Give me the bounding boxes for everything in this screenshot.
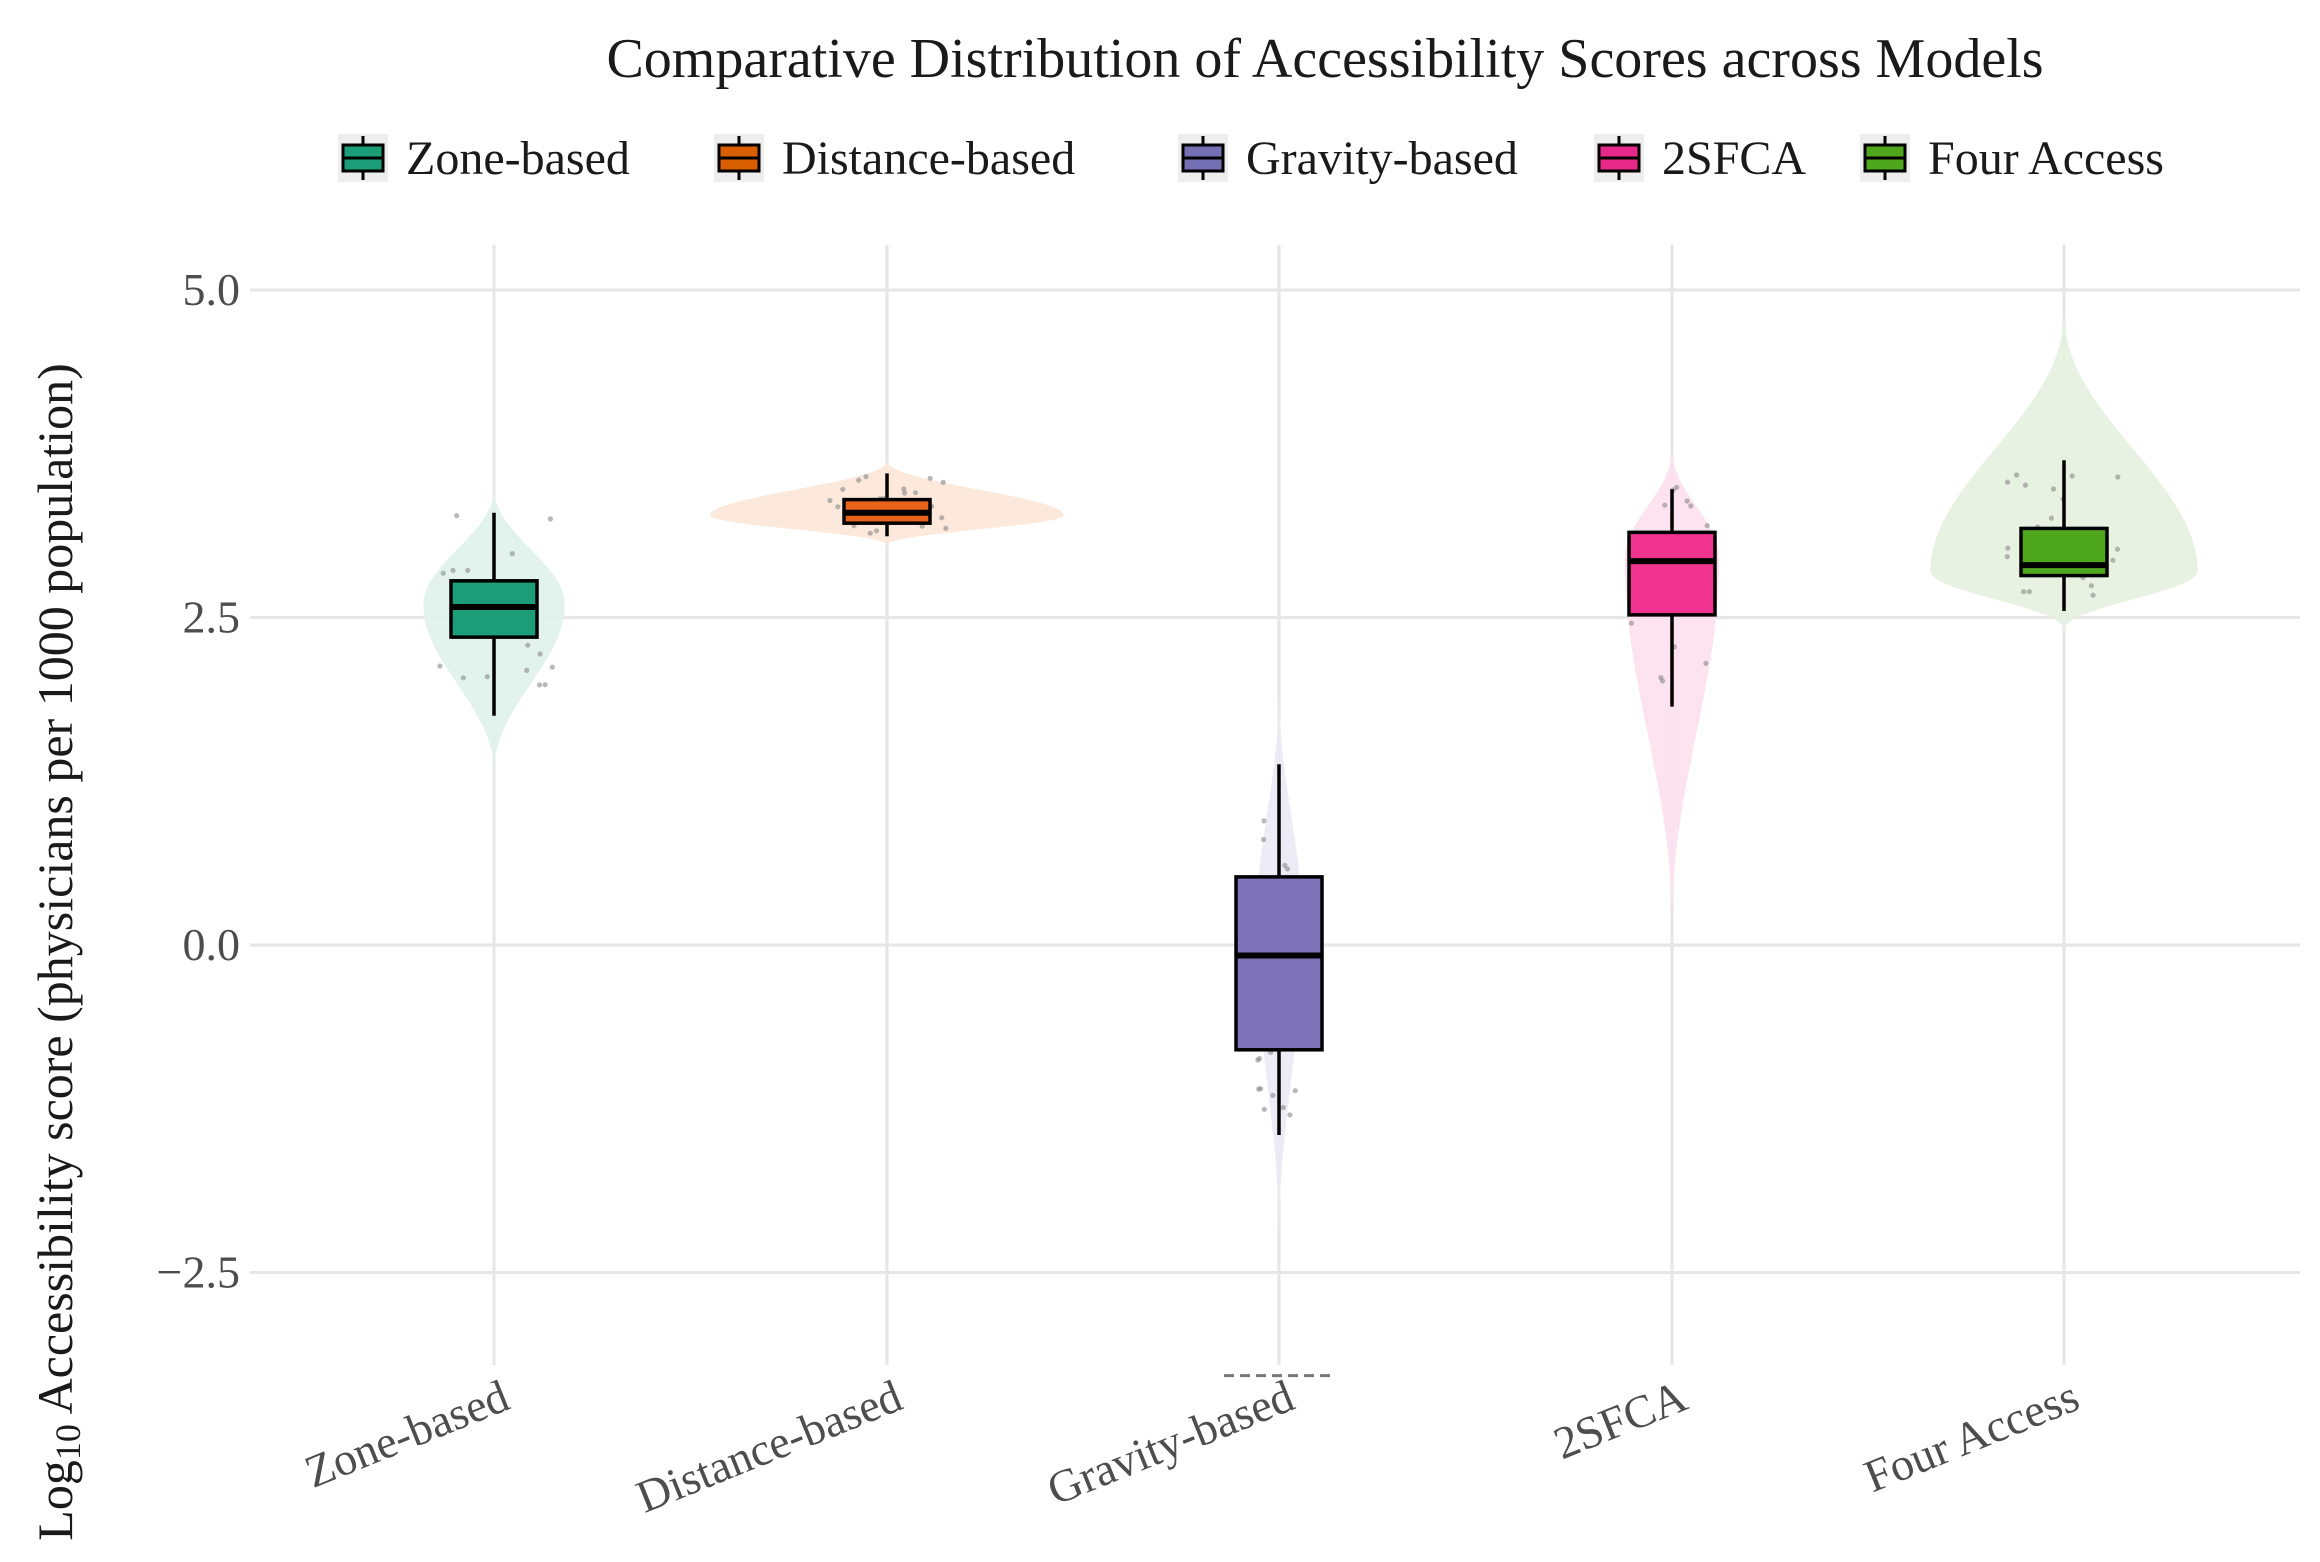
- legend-label: Distance-based: [782, 132, 1075, 185]
- legend-item-2: Distance-based: [714, 132, 1075, 185]
- x-tick-labels: Zone-based Distance-based Gravity-based 2SF…: [298, 1370, 2086, 1523]
- data-point: [827, 497, 833, 504]
- box-3: [1234, 875, 1324, 1052]
- legend-label: Gravity-based: [1246, 132, 1518, 185]
- data-point: [927, 475, 933, 481]
- data-point: [863, 474, 869, 480]
- data-point: [1684, 498, 1690, 504]
- data-point: [465, 567, 471, 574]
- y-tick-label: 2.5: [183, 592, 241, 643]
- legend-item-4: 2SFCA: [1594, 132, 1806, 185]
- x-tick-label: 2SFCA: [1547, 1370, 1694, 1469]
- data-point: [547, 516, 554, 522]
- legend-item-1: Zone-based: [338, 132, 630, 185]
- legend-label: Zone-based: [406, 132, 630, 185]
- box-4: [1627, 530, 1717, 617]
- data-point: [1270, 1092, 1276, 1098]
- data-point: [2110, 557, 2116, 563]
- boxplots: [449, 460, 2109, 1378]
- data-point: [2004, 479, 2011, 485]
- data-point: [1261, 836, 1267, 843]
- data-point: [2050, 486, 2057, 492]
- data-point: [1662, 502, 1668, 508]
- data-point: [542, 682, 548, 688]
- data-point: [2021, 589, 2027, 595]
- data-point: [943, 525, 949, 531]
- y-tick-label: 0.0: [183, 919, 241, 970]
- x-tick-label: Distance-based: [629, 1370, 909, 1523]
- data-point: [536, 682, 543, 688]
- data-point: [835, 504, 841, 510]
- data-point: [2026, 589, 2032, 595]
- legend-label: Four Access: [1928, 132, 2164, 185]
- data-point: [440, 570, 446, 576]
- data-point: [2114, 546, 2121, 552]
- data-point: [912, 490, 919, 496]
- legend-label: 2SFCA: [1662, 132, 1806, 185]
- x-tick-label: Zone-based: [298, 1370, 516, 1498]
- data-point: [1704, 523, 1710, 529]
- data-point: [549, 664, 555, 670]
- data-point: [509, 551, 515, 557]
- data-point: [1292, 1088, 1298, 1094]
- data-point: [939, 515, 945, 521]
- y-axis-label: Log10 Accessibility score (physicians pe…: [27, 363, 88, 1540]
- data-point: [873, 528, 880, 534]
- y-tick-labels: 5.0 2.5 0.0 −2.5: [157, 264, 240, 1298]
- data-point: [1282, 862, 1288, 869]
- data-point: [460, 675, 466, 681]
- data-point: [856, 477, 862, 483]
- y-axis-label-subscript: 10: [48, 1424, 88, 1460]
- data-point: [1258, 1086, 1264, 1092]
- x-tick-label: Four Access: [1857, 1370, 2086, 1502]
- legend: Zone-based Distance-based Gravity-based 2SF…: [338, 132, 2164, 185]
- data-point: [1674, 484, 1680, 490]
- data-point: [1688, 503, 1694, 509]
- legend-item-3: Gravity-based: [1178, 132, 1518, 185]
- data-point: [454, 513, 460, 519]
- data-point: [867, 530, 873, 536]
- data-point: [2004, 554, 2010, 560]
- y-tick-label: −2.5: [157, 1247, 240, 1298]
- data-point: [524, 667, 530, 674]
- data-point: [1703, 660, 1709, 667]
- data-point: [2069, 473, 2075, 479]
- legend-item-5: Four Access: [1860, 132, 2164, 185]
- data-point: [525, 642, 531, 648]
- data-point: [1261, 1106, 1267, 1112]
- violins: [423, 309, 2198, 1247]
- data-point: [2088, 583, 2094, 589]
- data-point: [2005, 545, 2011, 551]
- data-point: [1287, 1112, 1293, 1118]
- data-point: [2090, 592, 2096, 598]
- y-axis-label-rest: Accessibility score (physicians per 1000…: [27, 363, 83, 1424]
- data-point: [537, 651, 543, 657]
- box-5: [2019, 526, 2109, 578]
- x-tick-label: Gravity-based: [1040, 1370, 1301, 1515]
- data-point: [1255, 1057, 1261, 1063]
- data-point: [1261, 818, 1267, 824]
- data-point: [2014, 472, 2020, 478]
- data-point: [484, 674, 490, 680]
- data-point: [1280, 1104, 1286, 1111]
- data-point: [902, 490, 908, 496]
- chart-title: Comparative Distribution of Accessibilit…: [606, 28, 2043, 90]
- data-point: [2048, 515, 2054, 521]
- data-point: [1628, 620, 1634, 626]
- y-axis-label-prefix: Log: [27, 1460, 83, 1541]
- data-point: [1660, 678, 1666, 684]
- y-tick-label: 5.0: [183, 264, 241, 315]
- data-point: [437, 663, 443, 669]
- data-point: [840, 486, 846, 492]
- data-point: [2022, 482, 2028, 488]
- data-point: [2115, 474, 2121, 480]
- data-point: [901, 486, 907, 492]
- data-point: [940, 479, 946, 485]
- data-point: [450, 567, 456, 574]
